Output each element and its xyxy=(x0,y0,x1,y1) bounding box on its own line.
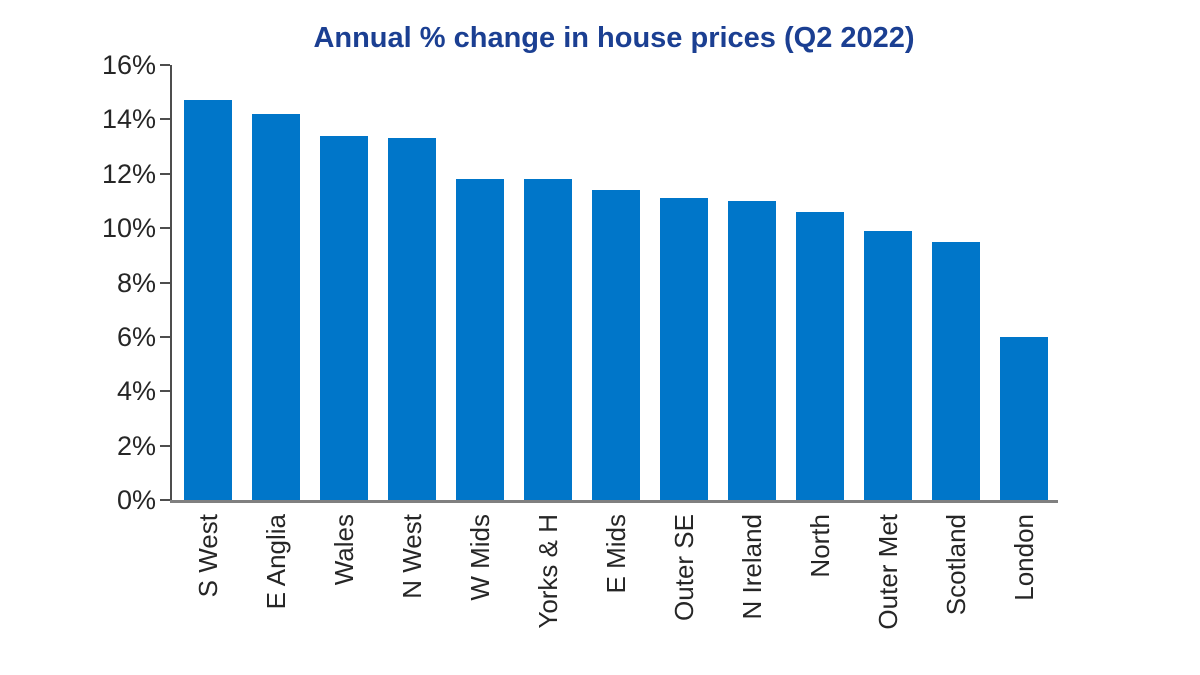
y-tick-label: 16% xyxy=(101,50,156,80)
y-tick-mark xyxy=(160,281,170,284)
y-tick-label: 0% xyxy=(116,485,156,515)
bar xyxy=(591,190,640,500)
chart-title: Annual % change in house prices (Q2 2022… xyxy=(313,22,915,54)
y-tick-label: 2% xyxy=(116,430,156,461)
y-tick-label: 6% xyxy=(116,321,156,352)
y-tick-label: 4% xyxy=(116,376,156,407)
bar xyxy=(455,179,504,500)
x-axis-label-text: E Mids xyxy=(600,514,631,594)
y-tick-mark xyxy=(160,335,170,338)
x-axis-label-text: N Ireland xyxy=(736,514,767,620)
x-axis-label-text: S West xyxy=(192,514,223,598)
y-tick-mark xyxy=(160,172,170,175)
x-axis-label-text: Outer SE xyxy=(668,514,699,621)
y-tick-mark xyxy=(160,227,170,230)
x-axis-label-text: Outer Met xyxy=(872,514,903,630)
y-tick-mark xyxy=(160,390,170,393)
x-axis-line xyxy=(170,500,1058,503)
x-axis-label-text: N West xyxy=(396,514,427,599)
x-axis-label-text: North xyxy=(804,514,835,578)
bar xyxy=(931,241,980,500)
y-tick-mark xyxy=(160,64,170,66)
y-tick-label: 10% xyxy=(101,213,156,244)
bar xyxy=(387,138,436,500)
x-axis-label-text: Scotland xyxy=(940,514,971,616)
bar xyxy=(251,113,300,500)
bar xyxy=(659,198,708,500)
y-tick-label: 12% xyxy=(101,158,156,189)
x-axis-label: Wales xyxy=(329,514,401,585)
x-axis-label-text: E Anglia xyxy=(260,514,291,610)
bar xyxy=(183,100,232,500)
bar xyxy=(863,230,912,500)
bar xyxy=(999,336,1048,500)
y-tick-label: 14% xyxy=(101,104,156,135)
x-axis-label: London xyxy=(1009,514,1097,601)
y-axis-line xyxy=(170,65,172,503)
bar xyxy=(795,211,844,500)
x-axis-label-text: Yorks & H xyxy=(532,514,563,629)
y-tick-mark xyxy=(160,444,170,447)
bar xyxy=(319,135,368,500)
bar xyxy=(727,200,776,500)
x-axis-label-text: Wales xyxy=(328,514,359,586)
y-tick-mark xyxy=(160,499,170,501)
x-axis-label-text: W Mids xyxy=(464,514,495,601)
y-tick-label: 8% xyxy=(116,267,156,298)
x-axis-label: North xyxy=(805,514,870,578)
y-tick-mark xyxy=(160,118,170,121)
x-axis-label-text: London xyxy=(1008,514,1039,601)
bar xyxy=(523,179,572,500)
